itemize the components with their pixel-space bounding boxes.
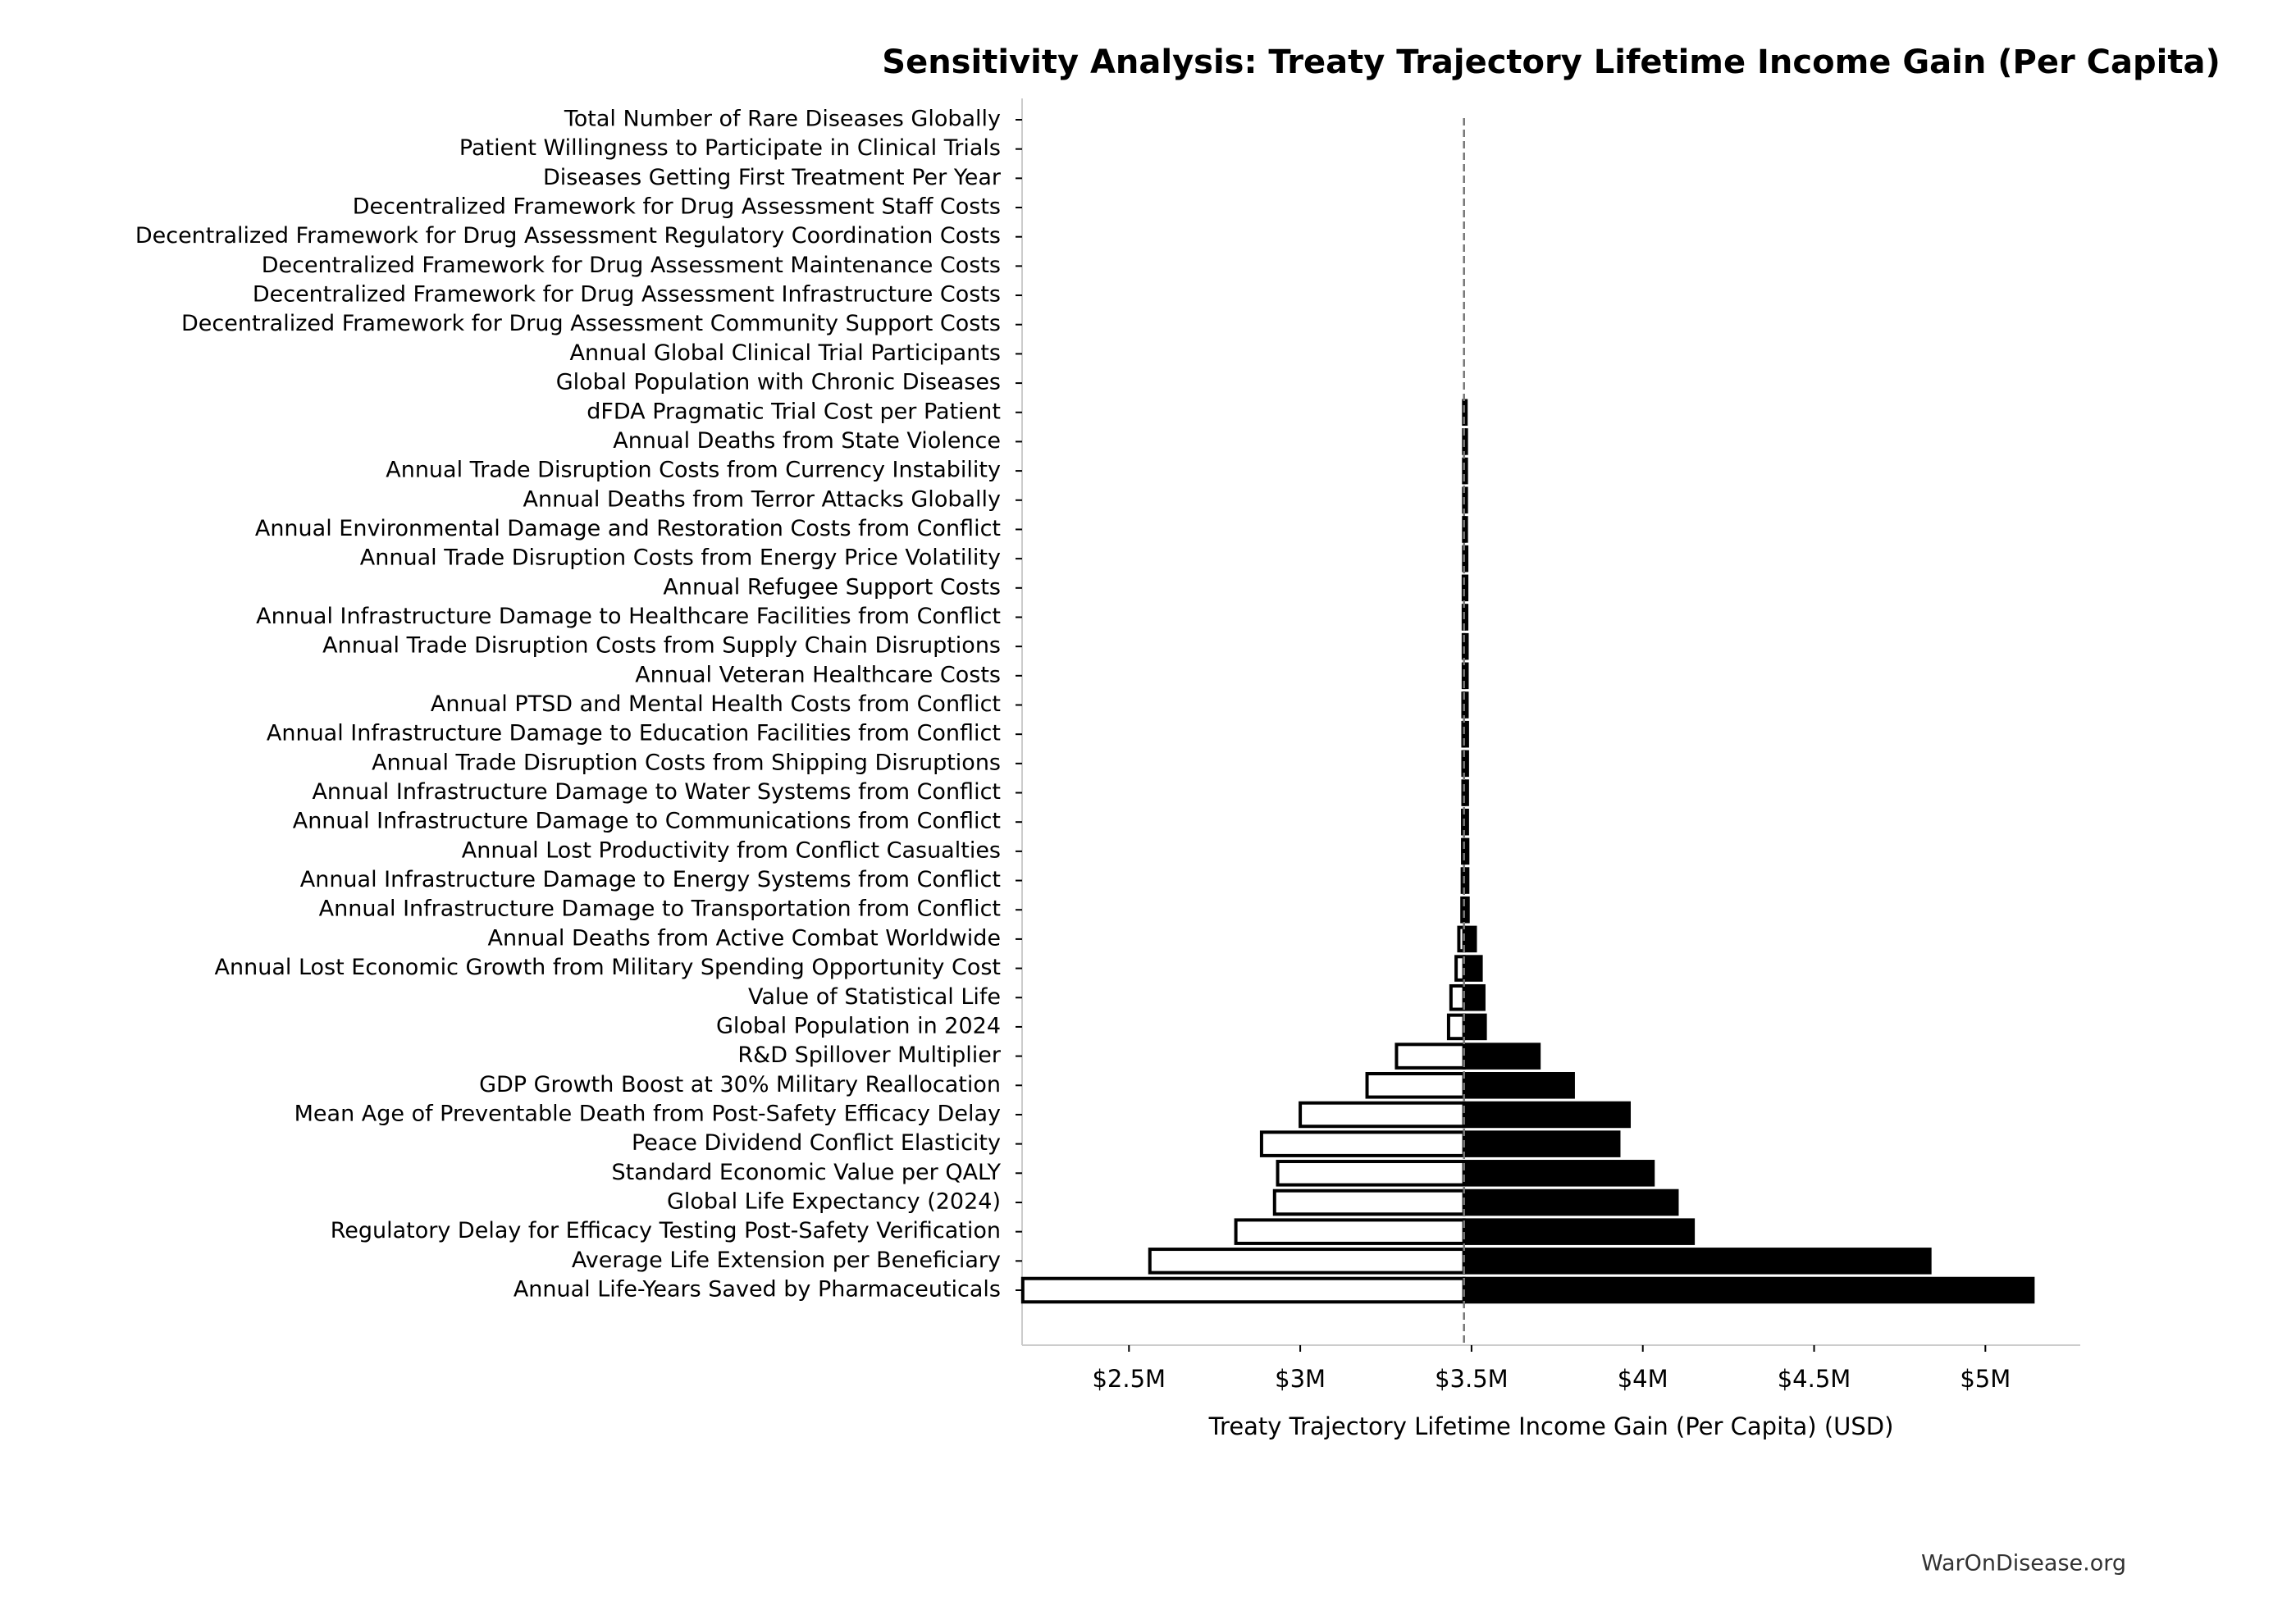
y-tick-label: Annual Trade Disruption Costs from Suppl… <box>322 633 1001 659</box>
high-bar <box>1462 837 1470 865</box>
low-bar <box>1394 1043 1466 1070</box>
y-tick-label: Average Life Extension per Beneficiary <box>572 1248 1001 1273</box>
y-tick-label: Decentralized Framework for Drug Assessm… <box>353 194 1001 220</box>
y-tick-label: Standard Economic Value per QALY <box>611 1160 1001 1185</box>
y-tick-label: Annual Infrastructure Damage to Transpor… <box>319 897 1001 922</box>
low-bar <box>1449 983 1466 1011</box>
low-bar <box>1234 1218 1466 1245</box>
source-note: WarOnDisease.org <box>1921 1551 2126 1576</box>
y-tick-label: Annual Trade Disruption Costs from Shipp… <box>372 750 1001 775</box>
high-bar <box>1462 1072 1575 1099</box>
high-bar <box>1462 1101 1632 1129</box>
x-tick-label: $2.5M <box>1092 1365 1166 1393</box>
x-tick-label: $3M <box>1275 1365 1326 1393</box>
low-bar <box>1299 1101 1466 1129</box>
high-bar <box>1462 1013 1487 1041</box>
x-tick-label: $5M <box>1960 1365 2011 1393</box>
y-tick-label: Annual Environmental Damage and Restorat… <box>255 516 1001 541</box>
high-bar <box>1462 457 1468 485</box>
low-bar <box>1446 1013 1466 1041</box>
high-bar <box>1462 1043 1541 1070</box>
y-tick-label: Annual PTSD and Mental Health Costs from… <box>431 691 1001 717</box>
y-tick-label: Annual Infrastructure Damage to Educatio… <box>267 721 1001 746</box>
y-tick-label: Diseases Getting First Treatment Per Yea… <box>543 165 1002 190</box>
high-bar <box>1462 1189 1679 1216</box>
x-tick-label: $3.5M <box>1435 1365 1509 1393</box>
high-bar <box>1462 720 1469 748</box>
y-tick-label: Annual Deaths from State Violence <box>613 428 1001 454</box>
y-tick-label: Patient Willingness to Participate in Cl… <box>459 135 1001 161</box>
y-tick-label: Annual Global Clinical Trial Participant… <box>570 340 1001 366</box>
y-tick-label: Annual Infrastructure Damage to Energy S… <box>300 867 1001 892</box>
y-tick-label: Value of Statistical Life <box>748 984 1001 1010</box>
y-tick-label: Annual Lost Productivity from Conflict C… <box>462 837 1001 863</box>
y-tick-label: Global Population with Chronic Diseases <box>556 370 1001 395</box>
y-tick-label: Annual Lost Economic Growth from Militar… <box>215 955 1001 980</box>
high-bar <box>1462 1218 1696 1245</box>
y-tick-label: Annual Life-Years Saved by Pharmaceutica… <box>514 1277 1001 1303</box>
y-tick-label: Mean Age of Preventable Death from Post-… <box>294 1101 1001 1126</box>
high-bar <box>1462 955 1483 982</box>
chart-title: Sensitivity Analysis: Treaty Trajectory … <box>882 43 2220 81</box>
high-bar <box>1462 574 1469 602</box>
y-tick-label: Peace Dividend Conflict Elasticity <box>632 1130 1001 1156</box>
high-bar <box>1462 896 1470 924</box>
low-bar <box>1020 1276 1466 1304</box>
y-tick-label: Global Life Expectancy (2024) <box>667 1189 1001 1214</box>
y-tick-label: Annual Infrastructure Damage to Communic… <box>293 809 1001 834</box>
y-tick-label: Annual Refugee Support Costs <box>663 574 1001 600</box>
y-tick-label: Annual Trade Disruption Costs from Curre… <box>386 458 1001 483</box>
low-bar <box>1148 1248 1466 1275</box>
high-bar <box>1462 1160 1655 1187</box>
high-bar <box>1462 1130 1621 1157</box>
y-tick-label: Annual Infrastructure Damage to Water Sy… <box>312 779 1001 805</box>
y-tick-label: Annual Deaths from Active Combat Worldwi… <box>488 925 1001 951</box>
y-tick-label: Global Population in 2024 <box>716 1013 1001 1038</box>
y-tick-label: Annual Deaths from Terror Attacks Global… <box>523 486 1001 512</box>
y-tick-label: GDP Growth Boost at 30% Military Realloc… <box>479 1072 1001 1097</box>
y-tick-label: Decentralized Framework for Drug Assessm… <box>135 223 1001 249</box>
y-tick-label: R&D Spillover Multiplier <box>737 1043 1002 1068</box>
x-tick-label: $4M <box>1618 1365 1668 1393</box>
y-tick-label: Decentralized Framework for Drug Assessm… <box>262 253 1001 278</box>
high-bar <box>1462 1276 2035 1304</box>
y-tick-label: Decentralized Framework for Drug Assessm… <box>181 311 1001 336</box>
y-tick-label: Annual Veteran Healthcare Costs <box>635 662 1001 687</box>
y-tick-label: Total Number of Rare Diseases Globally <box>564 107 1001 132</box>
y-tick-label: Annual Trade Disruption Costs from Energ… <box>360 545 1001 571</box>
x-axis-label: Treaty Trajectory Lifetime Income Gain (… <box>1208 1412 1894 1440</box>
x-tick-label: $4.5M <box>1778 1365 1851 1393</box>
high-bar <box>1462 983 1486 1011</box>
y-tick-label: Annual Infrastructure Damage to Healthca… <box>256 604 1001 629</box>
y-tick-label: Decentralized Framework for Drug Assessm… <box>253 282 1001 308</box>
high-bar <box>1462 516 1468 543</box>
high-bar <box>1462 925 1477 953</box>
y-tick-label: dFDA Pragmatic Trial Cost per Patient <box>587 399 1001 424</box>
high-bar <box>1462 1248 1932 1275</box>
low-bar <box>1365 1072 1466 1099</box>
low-bar <box>1272 1189 1466 1216</box>
high-bar <box>1462 779 1469 806</box>
low-bar <box>1259 1130 1466 1157</box>
y-tick-label: Regulatory Delay for Efficacy Testing Po… <box>331 1218 1001 1243</box>
low-bar <box>1276 1160 1466 1187</box>
